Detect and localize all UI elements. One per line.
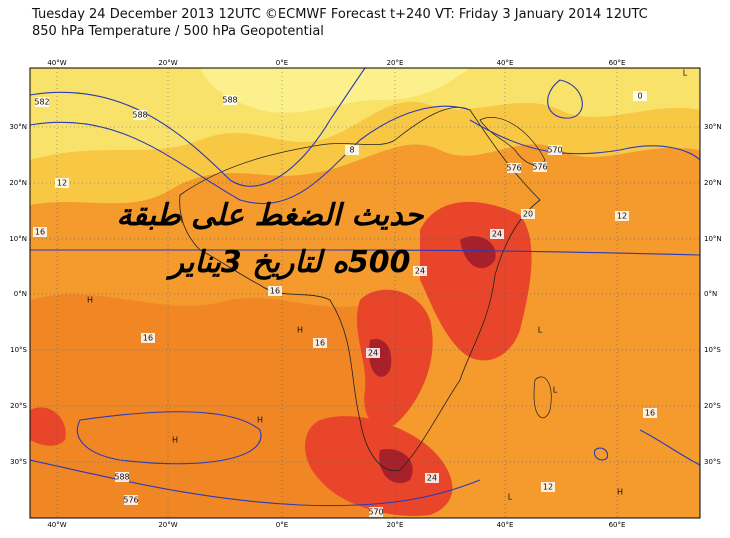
contour-label-box xyxy=(345,145,359,155)
lon-label: 40°E xyxy=(497,59,514,67)
contour-label-box xyxy=(548,145,562,155)
lat-label: 30°S xyxy=(10,458,27,466)
pressure-mark: L xyxy=(538,326,543,335)
pressure-mark: L xyxy=(508,493,513,502)
contour-label-box xyxy=(141,333,155,343)
pressure-mark: H xyxy=(172,436,178,445)
contour-label-box xyxy=(521,209,535,219)
contour-label: 0 xyxy=(637,92,642,101)
contour-label-box xyxy=(35,97,49,107)
contour-label-box xyxy=(643,408,657,418)
contour-label: 16 xyxy=(143,334,153,343)
lon-label: 40°W xyxy=(47,59,66,67)
contour-label: 16 xyxy=(645,409,655,418)
lon-label: 40°W xyxy=(47,521,66,529)
contour-label: 588 xyxy=(222,96,237,105)
contour-label-box xyxy=(366,348,380,358)
pressure-mark: H xyxy=(177,216,183,225)
pressure-mark: H xyxy=(617,488,623,497)
lon-label: 0°E xyxy=(276,521,288,529)
lon-label: 20°W xyxy=(158,521,177,529)
contour-label: 576 xyxy=(123,496,138,505)
contour-label-box xyxy=(633,91,647,101)
contour-label: 588 xyxy=(114,473,129,482)
contour-label-box xyxy=(425,473,439,483)
lat-label: 20°N xyxy=(704,179,722,187)
header-subtitle: 850 hPa Temperature / 500 hPa Geopotenti… xyxy=(32,24,324,39)
pressure-mark: H xyxy=(297,326,303,335)
contour-label: 570 xyxy=(368,508,383,517)
pressure-mark: L xyxy=(553,386,558,395)
contour-label: 24 xyxy=(415,267,425,276)
lat-label: 20°N xyxy=(9,179,27,187)
overlay-text: حديث الضغط على طبقة xyxy=(117,198,425,233)
contour-label-box xyxy=(313,338,327,348)
contour-label: 24 xyxy=(368,349,378,358)
contour-label: 20 xyxy=(523,210,533,219)
map-frame xyxy=(29,67,701,519)
contour-label: 576 xyxy=(532,163,547,172)
contour-label-box xyxy=(33,227,47,237)
contour-label-box xyxy=(541,482,555,492)
contour-label-box xyxy=(55,178,69,188)
contour-label-box xyxy=(533,162,547,172)
contour-label-box xyxy=(369,507,383,517)
lat-label: 10°N xyxy=(9,235,27,243)
overlay-text: 500ه لتاريخ 3يناير xyxy=(165,245,410,280)
lat-label: 30°N xyxy=(704,123,722,131)
contour-label: 588 xyxy=(132,111,147,120)
lon-label: 20°E xyxy=(387,59,404,67)
contour-label: 16 xyxy=(35,228,45,237)
map-field: 5825885885768120570576121616202424241616… xyxy=(30,68,700,518)
lon-label: 0°E xyxy=(276,59,288,67)
contour-label: 12 xyxy=(57,179,67,188)
lon-label: 20°W xyxy=(158,59,177,67)
lat-label: 20°S xyxy=(10,402,27,410)
contour-label: 12 xyxy=(617,212,627,221)
pressure-mark: H xyxy=(87,296,93,305)
lon-label: 60°E xyxy=(609,59,626,67)
lat-label: 0°N xyxy=(14,290,27,298)
contour-label: 576 xyxy=(506,164,521,173)
lat-label: 20°S xyxy=(704,402,721,410)
lon-label: 40°E xyxy=(497,521,514,529)
contour-label: 16 xyxy=(315,339,325,348)
header: Tuesday 24 December 2013 12UTC ©ECMWF Fo… xyxy=(32,6,648,40)
lat-label: 10°S xyxy=(10,346,27,354)
lon-label: 20°E xyxy=(387,521,404,529)
pressure-mark: H xyxy=(257,416,263,425)
contour-label-box xyxy=(223,95,237,105)
contour-label: 570 xyxy=(547,146,562,155)
contour-label-box xyxy=(268,286,282,296)
lat-label: 0°N xyxy=(704,290,717,298)
pressure-mark: L xyxy=(683,69,688,78)
contour-label: 24 xyxy=(427,474,437,483)
lat-label: 10°S xyxy=(704,346,721,354)
lat-label: 30°N xyxy=(9,123,27,131)
contour-label: 16 xyxy=(270,287,280,296)
contour-label-box xyxy=(615,211,629,221)
contour-label: 582 xyxy=(34,98,49,107)
lon-label: 60°E xyxy=(609,521,626,529)
contour-label-box xyxy=(124,495,138,505)
lat-label: 30°S xyxy=(704,458,721,466)
contour-label-box xyxy=(490,229,504,239)
header-title: Tuesday 24 December 2013 12UTC ©ECMWF Fo… xyxy=(32,7,648,22)
contour-label-box xyxy=(413,266,427,276)
contour-label-box xyxy=(133,110,147,120)
contour-label: 24 xyxy=(492,230,502,239)
contour-label-box xyxy=(507,163,521,173)
contour-label: 12 xyxy=(543,483,553,492)
contour-label: 8 xyxy=(349,146,354,155)
lat-label: 10°N xyxy=(704,235,722,243)
contour-label-box xyxy=(115,472,129,482)
